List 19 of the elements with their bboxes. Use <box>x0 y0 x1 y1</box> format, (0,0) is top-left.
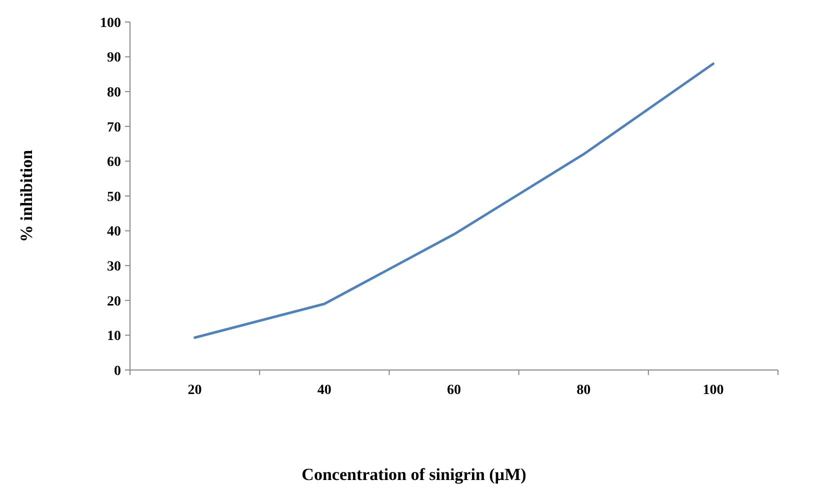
y-tick-label: 40 <box>107 224 121 240</box>
y-tick-label: 0 <box>114 364 121 379</box>
y-tick-label: 20 <box>107 294 121 310</box>
x-tick-label: 40 <box>317 383 332 398</box>
x-tick-label: 80 <box>576 383 591 398</box>
y-tick-label: 80 <box>107 86 121 100</box>
y-tick-label: 60 <box>107 155 121 170</box>
x-tick-label: 100 <box>702 383 724 398</box>
y-tick-label: 50 <box>107 190 121 205</box>
y-tick-label: 70 <box>107 120 121 136</box>
y-tick-label: 30 <box>107 260 121 274</box>
x-tick-label: 60 <box>447 383 461 398</box>
y-axis-title: % inhibition <box>17 149 36 242</box>
line-series <box>194 62 714 339</box>
x-tick-label: 20 <box>188 383 202 398</box>
y-tick-label: 10 <box>107 329 121 344</box>
y-tick-label: 90 <box>107 50 121 66</box>
y-tick-label: 100 <box>100 16 121 31</box>
x-axis-title: Concentration of sinigrin (µM) <box>302 465 526 484</box>
